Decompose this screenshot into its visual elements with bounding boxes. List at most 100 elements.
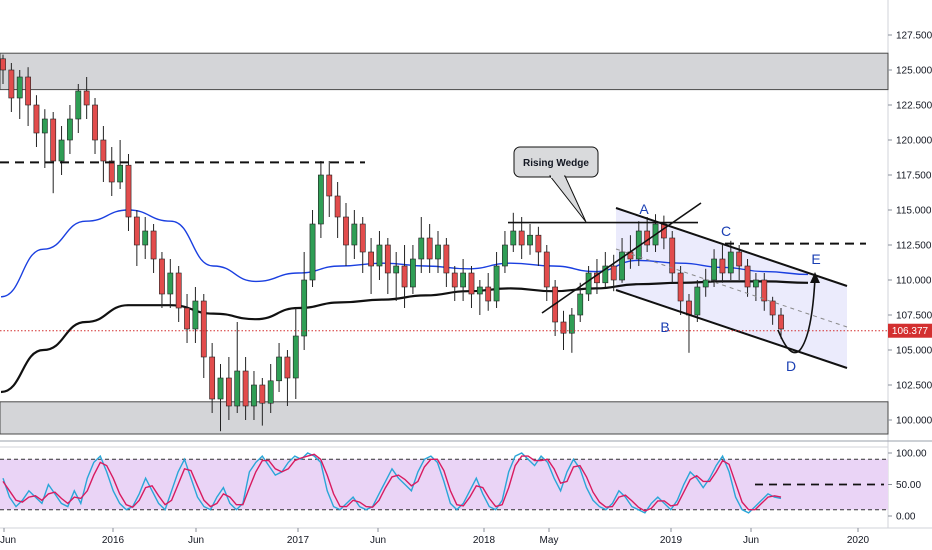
candle-body <box>251 384 257 407</box>
wave-label-d: D <box>786 358 796 374</box>
candle-body <box>8 69 15 99</box>
candle-body <box>67 118 73 141</box>
osc-y-tick-label: 0.00 <box>896 512 916 523</box>
candle-body <box>33 104 40 134</box>
callout-pointer-mask <box>551 174 564 178</box>
candle-body <box>761 279 768 302</box>
candle-body <box>92 104 98 141</box>
candle-body <box>443 244 450 274</box>
y-tick-label: 125.000 <box>896 66 932 77</box>
x-tick-label: Jun <box>188 535 204 546</box>
support-zone <box>0 401 889 435</box>
moving-average-black <box>0 280 809 394</box>
candle-body <box>217 377 224 400</box>
osc-y-tick-label: 50.00 <box>896 480 921 491</box>
candle-body <box>16 76 23 99</box>
candle-body <box>334 195 341 218</box>
candle-body <box>175 272 182 309</box>
candle-body <box>108 160 115 183</box>
candle-body <box>669 237 676 274</box>
projection-arrowhead <box>810 272 820 283</box>
candle-body <box>585 272 592 295</box>
candle-body <box>426 237 433 260</box>
candle-body <box>50 118 57 162</box>
candle-body <box>401 265 408 288</box>
candle-body <box>543 251 550 288</box>
y-tick-label: 127.500 <box>896 31 932 42</box>
candle-body <box>577 293 584 316</box>
candle-body <box>677 272 684 302</box>
candle-body <box>284 356 291 379</box>
x-tick-label: Jun <box>743 535 759 546</box>
callout-label: Rising Wedge <box>523 158 589 169</box>
candle-body <box>610 265 617 281</box>
candle-body <box>560 321 567 334</box>
candle-body <box>660 223 667 239</box>
candle-body <box>359 223 366 253</box>
candle-body <box>125 164 132 218</box>
candle-body <box>292 335 299 379</box>
candle-body <box>568 314 575 334</box>
candle-body <box>184 307 190 330</box>
candle-body <box>225 377 232 407</box>
x-tick-label: 2017 <box>287 535 310 546</box>
candle-body <box>644 230 651 246</box>
candle-body <box>702 279 709 288</box>
candle-body <box>301 279 308 337</box>
last-price-tag <box>888 323 932 338</box>
candle-body <box>267 380 274 404</box>
candle-body <box>25 76 31 106</box>
stochastic-d-line <box>2 453 782 512</box>
wave-label-a: A <box>639 201 649 217</box>
candle-body <box>435 244 441 260</box>
candle-body <box>259 384 266 404</box>
x-tick-label: Jun <box>370 535 386 546</box>
candle-body <box>778 314 784 330</box>
candle-body <box>309 223 316 281</box>
candle-body <box>150 230 157 260</box>
candle-body <box>711 258 717 281</box>
candle-body <box>0 58 6 71</box>
candle-body <box>460 272 467 288</box>
candle-body <box>535 234 542 253</box>
y-tick-label: 117.500 <box>896 171 932 182</box>
candle-body <box>619 251 625 281</box>
wave-label-b: B <box>660 319 669 335</box>
candle-body <box>159 258 165 295</box>
candle-body <box>769 300 776 316</box>
candle-body <box>351 223 358 246</box>
candle-body <box>485 286 492 302</box>
candle-body <box>384 244 391 274</box>
candle-body <box>393 265 400 274</box>
candle-body <box>242 370 249 407</box>
candle-body <box>719 258 726 274</box>
x-tick-label: May <box>540 535 559 546</box>
y-tick-label: 100.000 <box>896 416 932 427</box>
candle-body <box>518 230 525 246</box>
y-tick-label: 122.500 <box>896 101 932 112</box>
candle-body <box>317 174 324 225</box>
candle-body <box>83 90 90 106</box>
candle-body <box>58 139 65 162</box>
candle-body <box>476 286 483 295</box>
y-tick-label: 120.000 <box>896 136 932 147</box>
y-tick-label: 107.500 <box>896 311 932 322</box>
candle-body <box>602 265 609 284</box>
candle-body <box>326 174 333 197</box>
candle-body <box>209 356 216 400</box>
candle-body <box>502 244 508 267</box>
channel-lower-line <box>615 289 848 369</box>
y-tick-label: 110.000 <box>896 276 932 287</box>
channel-midline <box>615 248 848 328</box>
candle-body <box>368 251 374 267</box>
candle-body <box>410 258 416 288</box>
candle-body <box>167 272 174 295</box>
candle-body <box>744 265 751 288</box>
x-tick-label: 2019 <box>660 535 683 546</box>
wedge-trendline <box>541 202 702 314</box>
x-tick-label: Jun <box>0 535 16 546</box>
candle-body <box>117 164 124 183</box>
callout-pointer <box>548 175 587 223</box>
